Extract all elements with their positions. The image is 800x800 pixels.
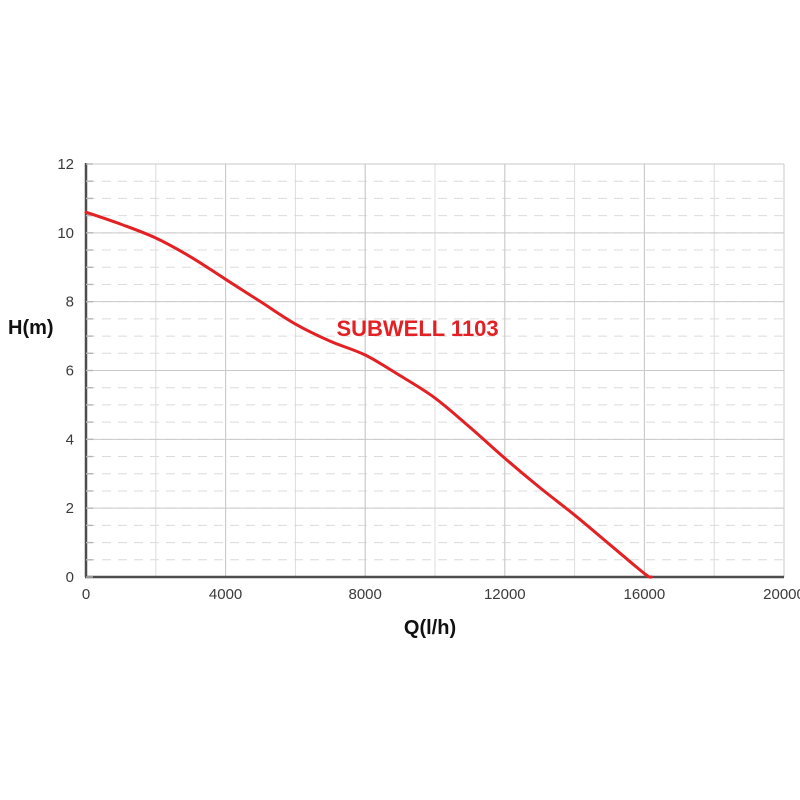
x-tick-label: 12000 bbox=[484, 586, 526, 603]
y-tick-label: 12 bbox=[57, 156, 74, 173]
y-axis-tick-marks bbox=[86, 163, 93, 578]
major-gridlines bbox=[85, 163, 785, 578]
y-tick-label: 8 bbox=[66, 294, 74, 311]
curve-series-0 bbox=[84, 210, 653, 579]
series-annotation-label: SUBWELL 1103 bbox=[336, 316, 498, 341]
x-tick-label: 16000 bbox=[624, 586, 666, 603]
y-tick-label: 2 bbox=[66, 500, 74, 517]
x-tick-label: 0 bbox=[82, 586, 90, 603]
curve-series-group bbox=[84, 210, 653, 579]
y-tick-label: 10 bbox=[57, 225, 74, 242]
x-tick-label: 8000 bbox=[349, 586, 382, 603]
x-axis-title: Q(l/h) bbox=[404, 617, 456, 639]
x-tick-label: 4000 bbox=[209, 586, 242, 603]
y-axis-title: H(m) bbox=[8, 317, 54, 339]
y-tick-label: 4 bbox=[66, 431, 74, 448]
y-tick-label: 0 bbox=[66, 569, 74, 586]
y-tick-label: 6 bbox=[66, 363, 74, 380]
series-annotation-group: SUBWELL 1103 bbox=[336, 316, 498, 341]
y-axis-tick-labels: 0 2 4 6 8 10 12 bbox=[57, 156, 74, 586]
